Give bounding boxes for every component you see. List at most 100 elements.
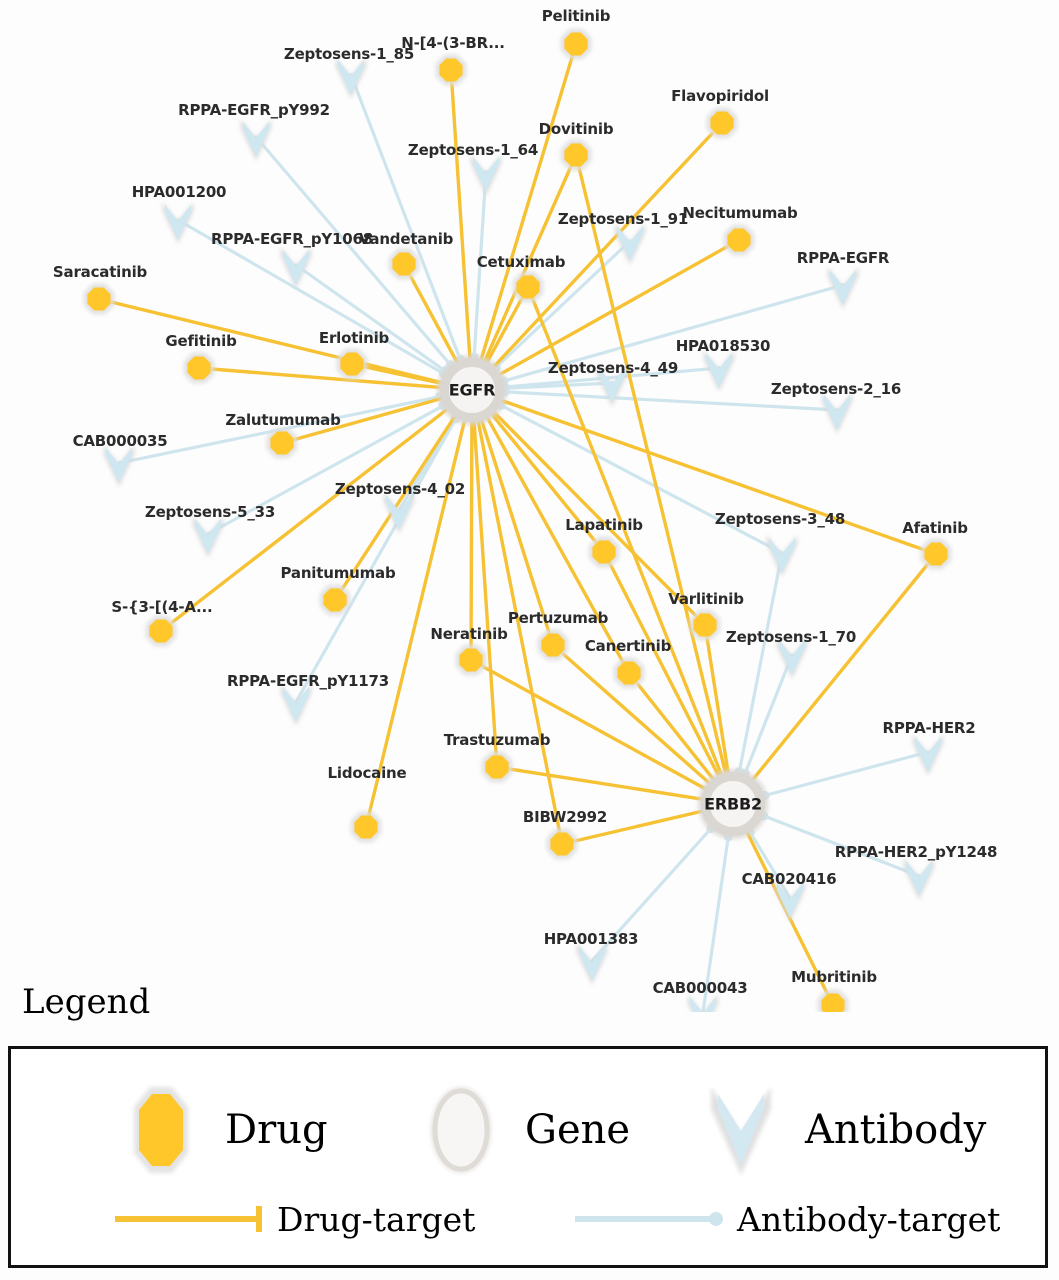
drug-node[interactable] <box>183 352 215 384</box>
antibody-node[interactable] <box>821 392 853 434</box>
drug-target-edge[interactable] <box>280 397 442 445</box>
antibody-target-edge[interactable] <box>176 218 446 376</box>
antibody-chevron-icon <box>338 60 364 95</box>
antibody-target-edge[interactable] <box>472 170 488 359</box>
antibody-node[interactable] <box>687 994 719 1012</box>
antibody-target-edge[interactable] <box>701 835 730 1012</box>
antibody-target-edge[interactable] <box>590 826 713 963</box>
antibody-node[interactable] <box>614 223 646 265</box>
drug-target-edge[interactable] <box>480 419 555 647</box>
drug-node[interactable] <box>613 657 645 689</box>
drug-target-edge[interactable] <box>486 417 631 675</box>
drug-node[interactable] <box>455 644 487 676</box>
antibody-node[interactable] <box>576 943 608 985</box>
drug-target-edge[interactable] <box>752 552 938 781</box>
drug-target-edge[interactable] <box>499 238 741 376</box>
drug-target-edge[interactable] <box>602 550 720 777</box>
antibody-node[interactable] <box>192 516 224 558</box>
antibody-node[interactable] <box>470 154 502 196</box>
gene-node-erbb2[interactable] <box>698 769 768 839</box>
antibody-target-edge[interactable] <box>349 73 462 361</box>
drug-node[interactable] <box>319 584 351 616</box>
antibody-target-edge[interactable] <box>503 390 839 412</box>
drug-node[interactable] <box>546 828 578 860</box>
drug-target-edge[interactable] <box>159 408 448 633</box>
drug-node[interactable] <box>83 283 115 315</box>
gene-node-egfr[interactable] <box>437 355 507 425</box>
legend-label-antibody: Antibody <box>805 1107 987 1153</box>
antibody-node[interactable] <box>240 119 272 161</box>
antibody-node[interactable] <box>903 858 935 900</box>
drug-target-edge[interactable] <box>479 42 578 361</box>
drug-target-edge[interactable] <box>97 297 442 384</box>
drug-node[interactable] <box>388 248 420 280</box>
drug-target-edge[interactable] <box>197 366 441 390</box>
antibody-node[interactable] <box>774 880 806 922</box>
drug-target-edge[interactable] <box>560 809 703 846</box>
drug-node[interactable] <box>512 271 544 303</box>
antibody-node[interactable] <box>162 202 194 244</box>
antibody-target-edge[interactable] <box>737 551 784 774</box>
antibody-node[interactable] <box>827 267 859 309</box>
antibody-target-edge[interactable] <box>748 830 792 900</box>
drug-node[interactable] <box>481 751 513 783</box>
antibody-node[interactable] <box>103 445 135 487</box>
drug-node[interactable] <box>560 139 592 171</box>
drug-node[interactable] <box>435 54 467 86</box>
drug-target-edge[interactable] <box>493 411 707 627</box>
antibody-node[interactable] <box>766 535 798 577</box>
antibody-node[interactable] <box>912 734 944 776</box>
drug-node[interactable] <box>537 629 569 661</box>
antibody-target-edge[interactable] <box>762 814 921 878</box>
antibody-chevron-icon <box>711 1087 771 1175</box>
antibody-node[interactable] <box>383 492 415 534</box>
drug-node[interactable] <box>588 536 620 568</box>
antibody-node[interactable] <box>776 637 808 679</box>
antibody-target-edge[interactable] <box>494 239 632 369</box>
drug-target-edge[interactable] <box>526 285 723 776</box>
drug-target-edge[interactable] <box>483 153 578 362</box>
drug-node[interactable] <box>560 28 592 60</box>
antibody-node[interactable] <box>280 684 312 726</box>
antibody-node[interactable] <box>596 365 628 407</box>
network-graph-canvas[interactable] <box>0 0 1059 1012</box>
drug-target-edge[interactable] <box>495 765 703 801</box>
drug-target-edge[interactable] <box>472 421 499 769</box>
antibody-node[interactable] <box>335 57 367 99</box>
drug-target-edge[interactable] <box>491 413 606 554</box>
legend-label-gene: Gene <box>525 1107 631 1153</box>
drug-node[interactable] <box>336 348 368 380</box>
drug-node[interactable] <box>266 427 298 459</box>
drug-node[interactable] <box>350 811 382 843</box>
drug-target-edge[interactable] <box>501 399 938 556</box>
antibody-node[interactable] <box>280 247 312 289</box>
antibody-node[interactable] <box>703 350 735 392</box>
antibody-target-edge[interactable] <box>206 404 445 536</box>
drug-target-edge[interactable] <box>449 68 472 359</box>
drug-node[interactable] <box>920 538 952 570</box>
drug-node[interactable] <box>706 107 738 139</box>
drug-target-edge[interactable] <box>469 658 706 790</box>
drug-target-edge[interactable] <box>469 421 474 662</box>
antibody-target-edge[interactable] <box>503 366 721 389</box>
drug-target-edge[interactable] <box>364 420 466 829</box>
drug-target-edge[interactable] <box>703 623 730 774</box>
antibody-target-edge[interactable] <box>503 381 614 390</box>
antibody-target-edge[interactable] <box>743 653 794 775</box>
drug-target-edge[interactable] <box>492 121 724 368</box>
drug-target-edge[interactable] <box>402 262 459 363</box>
antibody-target-edge[interactable] <box>499 403 784 555</box>
antibody-target-edge[interactable] <box>294 417 458 704</box>
antibody-target-edge[interactable] <box>294 263 447 373</box>
drug-octagon-icon <box>564 32 588 56</box>
drug-node[interactable] <box>145 615 177 647</box>
antibody-target-edge[interactable] <box>254 135 453 367</box>
drug-node[interactable] <box>689 609 721 641</box>
drug-node[interactable] <box>723 224 755 256</box>
antibody-chevron-icon <box>777 883 803 918</box>
antibody-target-edge[interactable] <box>763 750 930 798</box>
drug-target-edge[interactable] <box>574 153 727 774</box>
drug-target-edge[interactable] <box>551 643 710 784</box>
drug-target-edge[interactable] <box>627 671 715 780</box>
drug-node[interactable] <box>817 989 849 1012</box>
